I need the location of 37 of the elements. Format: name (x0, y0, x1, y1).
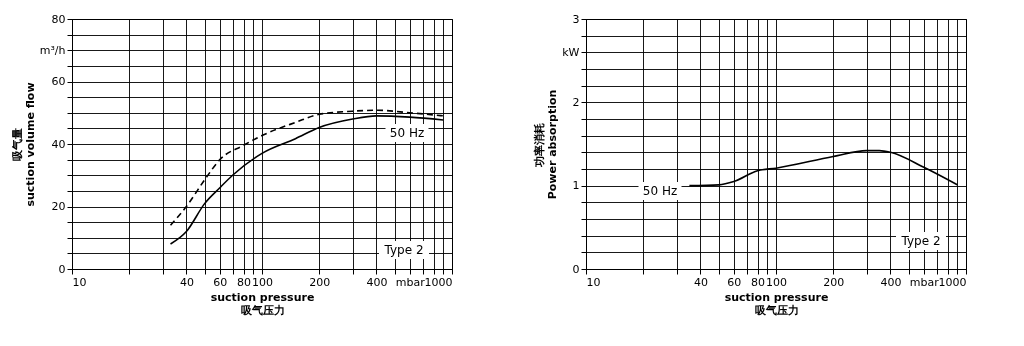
annotation: Type 2 (900, 234, 941, 248)
y-tick-label: 0 (58, 262, 66, 276)
x-tick-label: 200 (309, 275, 331, 289)
y-axis-title: 吸气量 suction volume flow (10, 82, 37, 207)
y-tick-label: kW (562, 45, 580, 59)
y-tick-label: 0 (572, 262, 580, 276)
y-tick-label: 20 (51, 200, 66, 213)
x-tick-label: 60 (727, 275, 742, 289)
x-tick-label: mbar (909, 275, 940, 289)
annotation: 50 Hz (389, 126, 425, 140)
x-axis-title: suction pressure 吸气压力 (724, 290, 829, 317)
x-tick-label: 80 (751, 275, 766, 289)
y-tick-label: 1 (572, 179, 580, 193)
x-tick-label: 40 (693, 275, 708, 289)
x-tick-label: mbar (395, 275, 426, 289)
x-tick-label: 100 (766, 275, 787, 289)
y-tick-label: 3 (572, 12, 580, 26)
y-tick-label: 2 (572, 95, 580, 109)
x-tick-label: 40 (179, 275, 194, 289)
x-tick-label: 100 (252, 275, 273, 289)
x-axis-title: suction pressure 吸气压力 (210, 290, 315, 317)
y-tick-label: 40 (51, 137, 66, 151)
x-tick-label: 10 (586, 275, 601, 289)
x-tick-label: 1000 (938, 275, 967, 289)
y-tick-label: m³/h (39, 43, 66, 57)
x-tick-label: 400 (880, 275, 902, 289)
y-tick-label: 80 (51, 12, 66, 26)
x-tick-label: 10 (72, 275, 87, 289)
annotation: 50 Hz (642, 184, 678, 198)
x-tick-label: 200 (823, 275, 845, 289)
x-tick-label: 60 (213, 275, 228, 289)
x-tick-label: 80 (237, 275, 252, 289)
y-axis-title: 功率消耗 Power absorption (533, 89, 560, 200)
y-tick-label: 60 (51, 75, 66, 88)
x-tick-label: 400 (366, 275, 388, 289)
x-tick-label: 1000 (424, 275, 453, 289)
annotation: Type 2 (383, 243, 424, 257)
